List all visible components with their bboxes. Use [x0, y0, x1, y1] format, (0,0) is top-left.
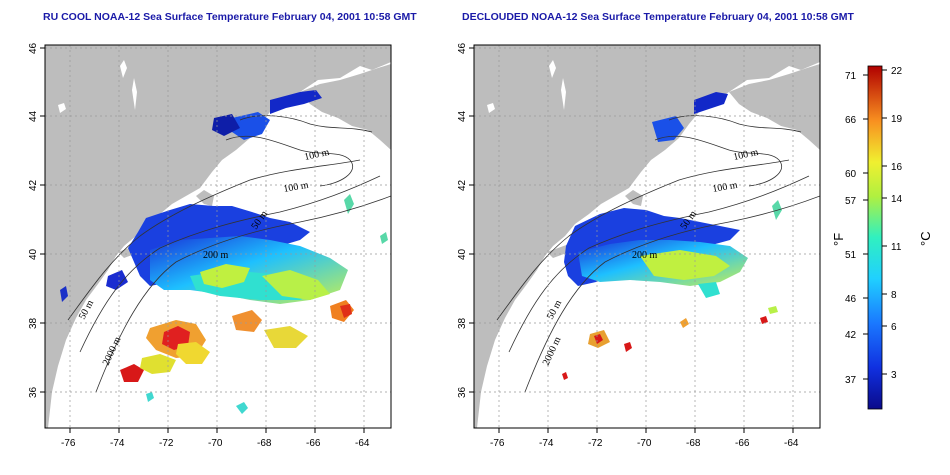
x-tick-label: -74	[110, 438, 125, 449]
nova-scotia	[729, 64, 820, 150]
left-map-title: RU COOL NOAA-12 Sea Surface Temperature …	[43, 11, 417, 23]
celsius-tick: 14	[891, 194, 903, 205]
fahrenheit-tick: 66	[845, 115, 857, 126]
cape-cod	[196, 190, 214, 206]
x-tick-label: -66	[306, 438, 321, 449]
colorbar-ramp	[867, 65, 883, 410]
y-tick-label: 42	[457, 179, 468, 191]
y-tick-label: 40	[457, 248, 468, 260]
y-tick-label: 46	[28, 42, 39, 54]
left-map-frame	[44, 44, 392, 429]
fahrenheit-tick: 51	[845, 250, 857, 261]
y-tick-label: 38	[28, 317, 39, 329]
celsius-tick: 8	[891, 290, 897, 301]
depth-label: 100 m	[283, 180, 310, 195]
depth-label: 200 m	[632, 250, 658, 261]
x-tick-label: -74	[539, 438, 554, 449]
y-tick-label: 36	[457, 386, 468, 398]
celsius-tick: 11	[891, 242, 902, 253]
x-tick-label: -72	[159, 438, 174, 449]
nova-scotia	[300, 64, 391, 150]
fahrenheit-tick: 60	[845, 169, 857, 180]
land-mass	[474, 45, 820, 428]
right-y-axis: 46 44 42 40 38 36	[457, 42, 474, 398]
depth-label: 200 m	[203, 250, 229, 261]
sst-gulf-of-maine	[694, 92, 728, 114]
depth-label: 100 m	[732, 147, 759, 163]
sst-gulf-of-maine	[270, 90, 322, 114]
x-tick-label: -64	[784, 438, 799, 449]
celsius-tick: 3	[891, 370, 897, 381]
celsius-tick: 6	[891, 322, 897, 333]
depth-label: 100 m	[712, 180, 739, 195]
x-tick-label: -76	[490, 438, 505, 449]
y-tick-label: 38	[457, 317, 468, 329]
celsius-tick: 22	[891, 66, 903, 77]
land-mass	[45, 45, 391, 428]
left-map-panel: 100 m 100 m 50 m 200 m 50 m 2000 m -76 -…	[28, 42, 392, 449]
fahrenheit-unit: °F	[831, 233, 846, 246]
x-tick-label: -64	[355, 438, 370, 449]
x-tick-label: -72	[588, 438, 603, 449]
celsius-tick: 16	[891, 162, 903, 173]
x-tick-label: -70	[208, 438, 223, 449]
celsius-tick: 19	[891, 114, 903, 125]
depth-label: 100 m	[303, 147, 330, 163]
celsius-unit: °C	[918, 231, 933, 246]
fahrenheit-tick: 57	[845, 196, 857, 207]
right-map-title: DECLOUDED NOAA-12 Sea Surface Temperatur…	[462, 11, 854, 23]
x-tick-label: -68	[257, 438, 272, 449]
left-x-axis: -76 -74 -72 -70 -68 -66 -64	[61, 428, 370, 449]
y-tick-label: 40	[28, 248, 39, 260]
x-tick-label: -68	[686, 438, 701, 449]
x-tick-label: -66	[735, 438, 750, 449]
x-tick-label: -70	[637, 438, 652, 449]
y-tick-label: 44	[457, 110, 468, 122]
right-map-frame	[473, 44, 821, 429]
fahrenheit-tick: 46	[845, 294, 857, 305]
cape-cod	[625, 190, 643, 206]
right-map-panel: 100 m 100 m 50 m 200 m 50 m 2000 m -76 -…	[457, 42, 821, 449]
fahrenheit-tick: 37	[845, 375, 857, 386]
right-x-axis: -76 -74 -72 -70 -68 -66 -64	[490, 428, 799, 449]
fahrenheit-tick: 71	[845, 71, 857, 82]
y-tick-label: 42	[28, 179, 39, 191]
x-tick-label: -76	[61, 438, 76, 449]
fahrenheit-tick: 42	[845, 330, 857, 341]
y-tick-label: 46	[457, 42, 468, 54]
temperature-colorbar: 71 66 60 57 51 46 42 37 22 19 16 14 11 8…	[831, 65, 933, 410]
y-tick-label: 44	[28, 110, 39, 122]
left-y-axis: 46 44 42 40 38 36	[28, 42, 45, 398]
y-tick-label: 36	[28, 386, 39, 398]
